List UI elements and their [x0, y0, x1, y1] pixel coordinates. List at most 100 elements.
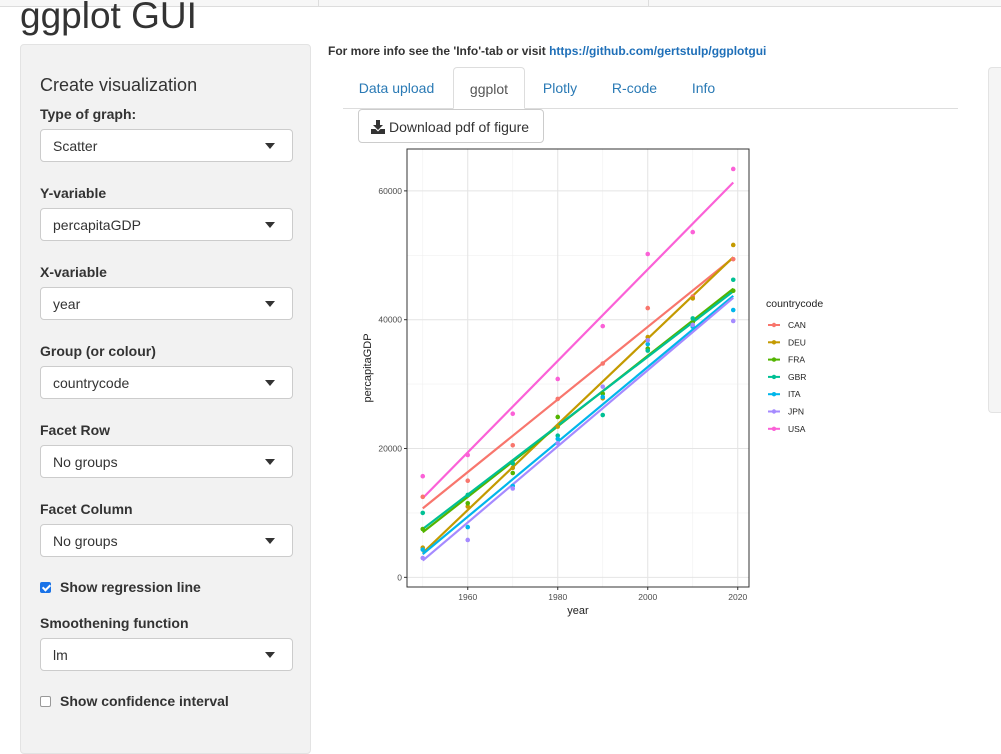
data-point-jpn	[730, 318, 736, 324]
data-point-gbr	[690, 316, 696, 321]
regression-line-ita	[422, 295, 734, 555]
legend-label-fra: FRA	[788, 355, 805, 365]
data-point-ita	[600, 394, 606, 400]
data-point-ita	[420, 547, 426, 552]
y-axis-label: percapitaGDP	[362, 333, 374, 402]
chevron-down-icon	[265, 459, 275, 465]
regression-line-jpn	[422, 296, 734, 562]
legend-key-point	[771, 357, 777, 362]
legend-label-deu: DEU	[788, 337, 806, 347]
data-point-jpn	[510, 486, 516, 491]
data-point-gbr	[645, 348, 651, 353]
group-value: countrycode	[53, 375, 130, 391]
data-point-can	[730, 256, 736, 262]
data-point-deu	[510, 465, 516, 471]
chevron-down-icon	[265, 222, 275, 228]
x-variable-select[interactable]: year	[40, 287, 293, 320]
legend-key-point	[771, 340, 777, 345]
x-axis: 1960 1980 2000 2020	[458, 587, 747, 602]
y-tick-label: 40000	[378, 315, 402, 325]
data-point-usa	[600, 323, 606, 329]
sidebar-panel: Create visualization Type of graph: Scat…	[20, 44, 311, 754]
github-link[interactable]: https://github.com/gertstulp/ggplotgui	[549, 44, 767, 58]
regression-checkbox[interactable]	[40, 582, 51, 593]
data-point-ita	[645, 341, 651, 347]
data-point-deu	[555, 424, 561, 429]
chevron-down-icon	[265, 538, 275, 544]
regression-checkbox-label: Show regression line	[60, 579, 201, 595]
tab-plotly[interactable]: Plotly	[542, 80, 578, 96]
legend-label-can: CAN	[788, 320, 806, 330]
download-pdf-button[interactable]: Download pdf of figure	[358, 109, 544, 143]
group-label: Group (or colour)	[40, 343, 156, 359]
top-strip-segment	[0, 0, 319, 6]
facet-column-value: No groups	[53, 533, 118, 549]
data-point-can	[645, 305, 651, 311]
tab-bar: Data upload ggplot Plotly R-code Info	[343, 67, 958, 109]
data-point-usa	[730, 166, 736, 172]
x-variable-value: year	[53, 296, 81, 312]
facet-row-value: No groups	[53, 454, 118, 470]
chevron-down-icon	[265, 301, 275, 307]
regression-lines	[421, 181, 735, 562]
y-variable-value: percapitaGDP	[53, 217, 141, 233]
regression-line-can	[422, 256, 734, 510]
tab-r-code[interactable]: R-code	[611, 80, 658, 96]
data-point-can	[555, 396, 561, 402]
facet-column-label: Facet Column	[40, 501, 133, 517]
regression-line-deu	[421, 256, 735, 554]
x-tick-label: 1980	[548, 592, 567, 602]
y-tick-label: 0	[397, 572, 402, 582]
facet-row-select[interactable]: No groups	[40, 445, 293, 478]
legend-title: countrycode	[766, 298, 823, 310]
data-point-deu	[690, 296, 696, 301]
app-title: ggplot GUI	[20, 0, 197, 36]
data-point-gbr	[600, 412, 606, 418]
data-point-jpn	[690, 322, 696, 328]
confidence-checkbox-label: Show confidence interval	[60, 693, 229, 709]
graph-type-select[interactable]: Scatter	[40, 129, 293, 162]
chevron-down-icon	[265, 652, 275, 658]
plot-panel	[407, 149, 749, 587]
data-point-deu	[645, 334, 651, 340]
facet-column-select[interactable]: No groups	[40, 524, 293, 557]
x-tick-label: 2000	[638, 592, 657, 602]
data-point-ita	[730, 307, 736, 313]
chevron-down-icon	[265, 143, 275, 149]
data-point-can	[420, 494, 426, 500]
data-point-jpn	[645, 338, 651, 343]
confidence-checkbox[interactable]	[40, 696, 51, 707]
tab-data-upload[interactable]: Data upload	[358, 80, 435, 96]
legend-key-point	[771, 322, 777, 328]
right-panel-edge	[988, 67, 1001, 413]
data-point-fra	[510, 470, 516, 476]
data-point-usa	[510, 411, 516, 417]
y-variable-select[interactable]: percapitaGDP	[40, 208, 293, 241]
data-point-fra	[600, 391, 606, 397]
data-point-deu	[465, 504, 471, 509]
sidebar-title: Create visualization	[40, 75, 198, 95]
group-select[interactable]: countrycode	[40, 366, 293, 399]
x-tick-label: 1960	[458, 592, 477, 602]
data-point-ita	[555, 436, 561, 442]
ggplot-chart: 1960 1980 2000 2020 0 20000 40000 60000 year p…	[362, 148, 823, 617]
y-tick-label: 60000	[378, 186, 402, 196]
legend: countrycode CAN DEU FRA GBR ITA JPN USA	[766, 298, 823, 434]
info-text: For more info see the 'Info'-tab or visi…	[328, 44, 550, 58]
download-icon	[371, 120, 385, 134]
data-point-gbr	[420, 510, 426, 516]
browser-top-strip	[0, 0, 1001, 7]
legend-key-point	[771, 409, 777, 414]
smoothing-select[interactable]: lm	[40, 638, 293, 671]
facet-row-label: Facet Row	[40, 422, 111, 438]
graph-type-value: Scatter	[53, 138, 98, 154]
x-variable-label: X-variable	[40, 264, 107, 280]
data-point-ita	[465, 524, 471, 530]
x-axis-label: year	[567, 605, 589, 617]
plot-border	[406, 148, 750, 588]
download-button-label: Download pdf of figure	[389, 119, 530, 135]
data-point-deu	[730, 242, 736, 248]
tab-ggplot[interactable]: ggplot	[453, 67, 525, 109]
tab-info[interactable]: Info	[691, 80, 716, 96]
data-point-gbr	[465, 492, 471, 498]
